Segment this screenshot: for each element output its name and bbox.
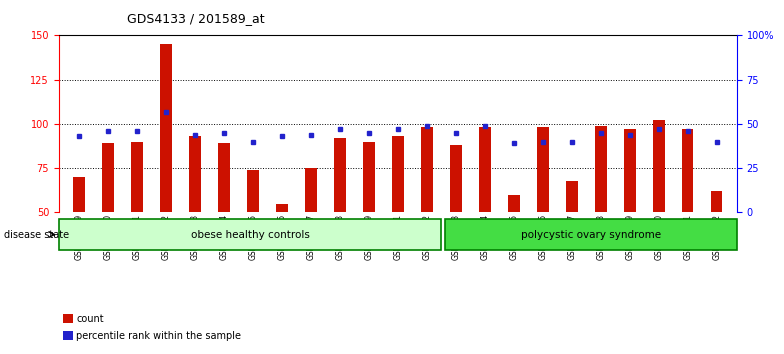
Bar xyxy=(392,136,404,212)
Bar xyxy=(59,219,441,250)
Bar xyxy=(189,136,201,212)
Bar xyxy=(102,143,114,212)
Bar xyxy=(566,181,578,212)
Bar xyxy=(73,177,85,212)
Bar xyxy=(218,143,230,212)
Bar xyxy=(131,142,143,212)
Bar xyxy=(450,145,462,212)
Text: GDS4133 / 201589_at: GDS4133 / 201589_at xyxy=(127,12,265,25)
Bar xyxy=(63,314,72,323)
Bar xyxy=(445,219,737,250)
Text: polycystic ovary syndrome: polycystic ovary syndrome xyxy=(521,229,661,240)
Bar xyxy=(537,127,549,212)
Bar xyxy=(479,127,491,212)
Bar xyxy=(247,170,259,212)
Bar xyxy=(334,138,346,212)
Bar xyxy=(305,168,317,212)
Text: obese healthy controls: obese healthy controls xyxy=(191,229,310,240)
Bar xyxy=(63,331,72,340)
Bar xyxy=(653,120,665,212)
Bar xyxy=(160,44,172,212)
Bar xyxy=(595,126,607,212)
Bar xyxy=(711,191,723,212)
Text: count: count xyxy=(76,314,104,324)
Bar xyxy=(421,127,433,212)
Bar xyxy=(276,204,288,212)
Text: percentile rank within the sample: percentile rank within the sample xyxy=(76,331,241,341)
Bar xyxy=(363,142,375,212)
Bar xyxy=(682,129,694,212)
Bar xyxy=(624,129,636,212)
Text: disease state: disease state xyxy=(4,229,69,240)
Bar xyxy=(508,195,520,212)
